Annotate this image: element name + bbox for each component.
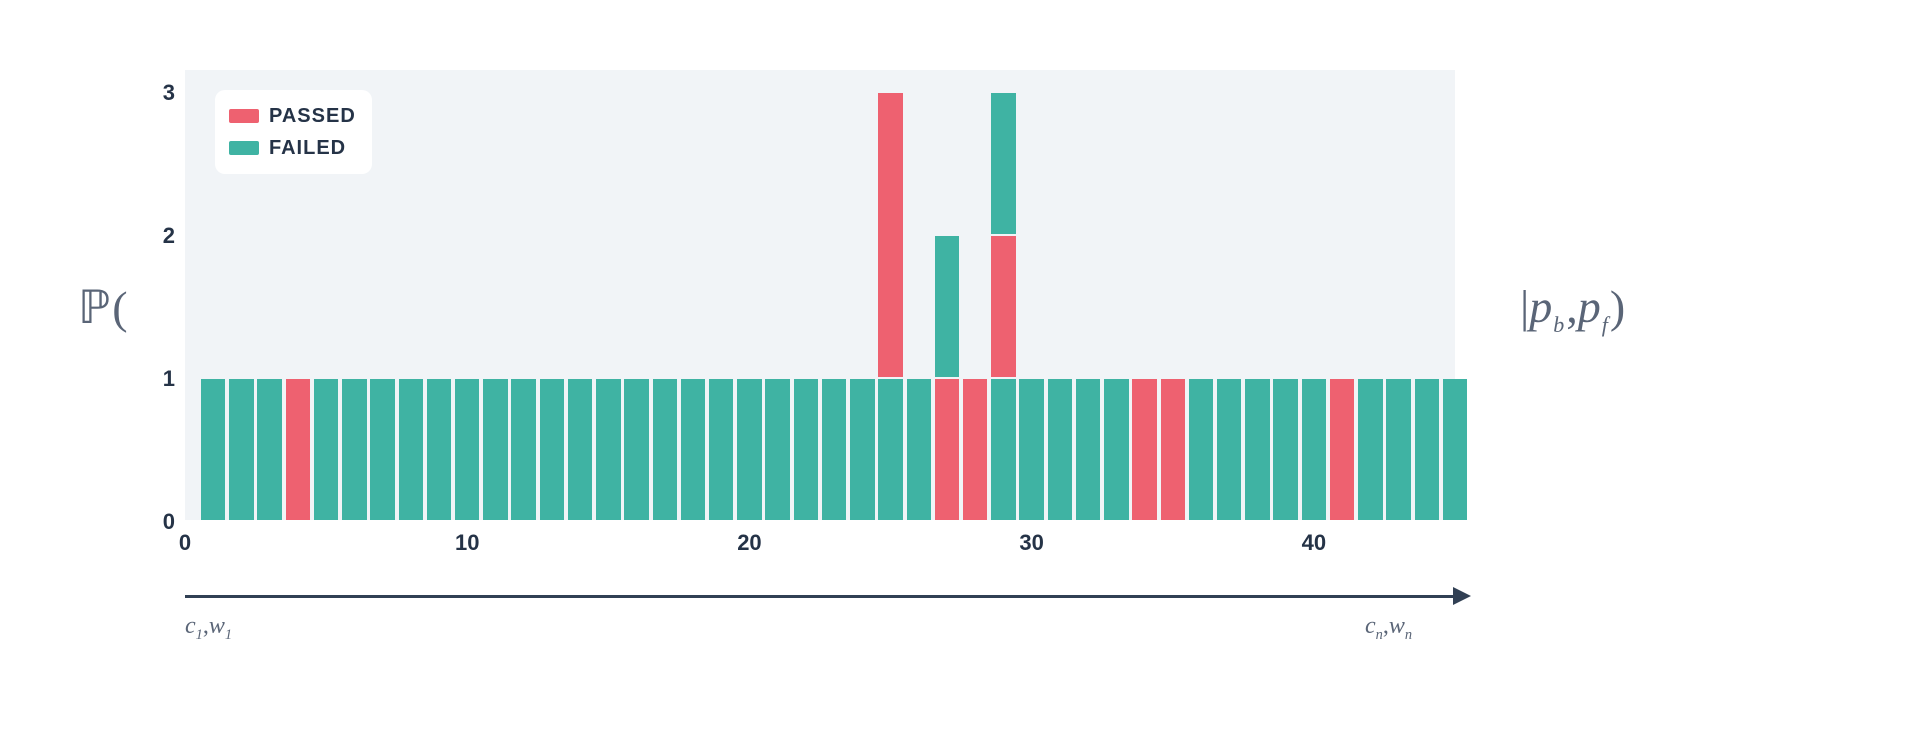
x-tick-label: 0 [179,530,191,556]
bar-segment [1217,379,1242,520]
bar-segment [1019,379,1044,520]
bar-segment [427,379,452,520]
x-tick-label: 30 [1019,530,1043,556]
bar-segment [794,379,819,520]
legend-swatch [229,109,259,123]
bar-segment [822,379,847,520]
bar-segment [991,236,1016,377]
legend-swatch [229,141,259,155]
bar-segment [624,379,649,520]
math-right: |pb,pf) [1520,280,1625,338]
y-tick-label: 3 [135,80,175,106]
bar-segment [1443,379,1468,520]
bar-segment [1104,379,1129,520]
bar-segment [1273,379,1298,520]
bar-segment [935,379,960,520]
bar-segment [540,379,565,520]
legend-label: PASSED [269,100,356,132]
bar-segment [342,379,367,520]
bar-segment [286,379,311,520]
arrow-head-icon [1453,587,1471,605]
bar-segment [455,379,480,520]
bar-segment [483,379,508,520]
legend-label: FAILED [269,132,346,164]
bar-segment [201,379,226,520]
arrow-label-left: c1,w1 [185,613,232,644]
x-tick-label: 40 [1302,530,1326,556]
bar-segment [1161,379,1186,520]
legend-item: PASSED [229,100,356,132]
bar-segment [653,379,678,520]
bar-segment [511,379,536,520]
x-tick-label: 20 [737,530,761,556]
arrow-line [185,595,1455,598]
bar-segment [1415,379,1440,520]
bar-segment [737,379,762,520]
arrow-label-right: cn,wn [1365,613,1412,644]
bar-segment [399,379,424,520]
bar-segment [568,379,593,520]
x-tick-label: 10 [455,530,479,556]
bar-segment [229,379,254,520]
legend-item: FAILED [229,132,356,164]
bar-segment [1189,379,1214,520]
bar-segment [878,379,903,520]
bar-segment [314,379,339,520]
bar-segment [596,379,621,520]
bar-segment [1132,379,1157,520]
bar-segment [907,379,932,520]
bar-segment [1358,379,1383,520]
bar-segment [1245,379,1270,520]
bar-segment [1386,379,1411,520]
bar-segment [257,379,282,520]
bar-segment [1048,379,1073,520]
y-tick-label: 1 [135,366,175,392]
bar-segment [1076,379,1101,520]
bar-segment [370,379,395,520]
bar-segment [935,236,960,377]
bar-segment [1302,379,1327,520]
bar-segment [991,379,1016,520]
bar-segment [991,93,1016,234]
legend: PASSEDFAILED [215,90,372,174]
bar-segment [709,379,734,520]
bar-segment [963,379,988,520]
math-left: ℙ( [78,280,128,334]
bar-segment [878,93,903,377]
bar-segment [850,379,875,520]
bar-segment [681,379,706,520]
bar-segment [1330,379,1355,520]
plot-area [185,70,1455,520]
chart-stage: PASSEDFAILED ℙ( |pb,pf) c1,w1cn,wn 01230… [0,0,1920,739]
y-tick-label: 0 [135,509,175,535]
y-tick-label: 2 [135,223,175,249]
bar-segment [765,379,790,520]
